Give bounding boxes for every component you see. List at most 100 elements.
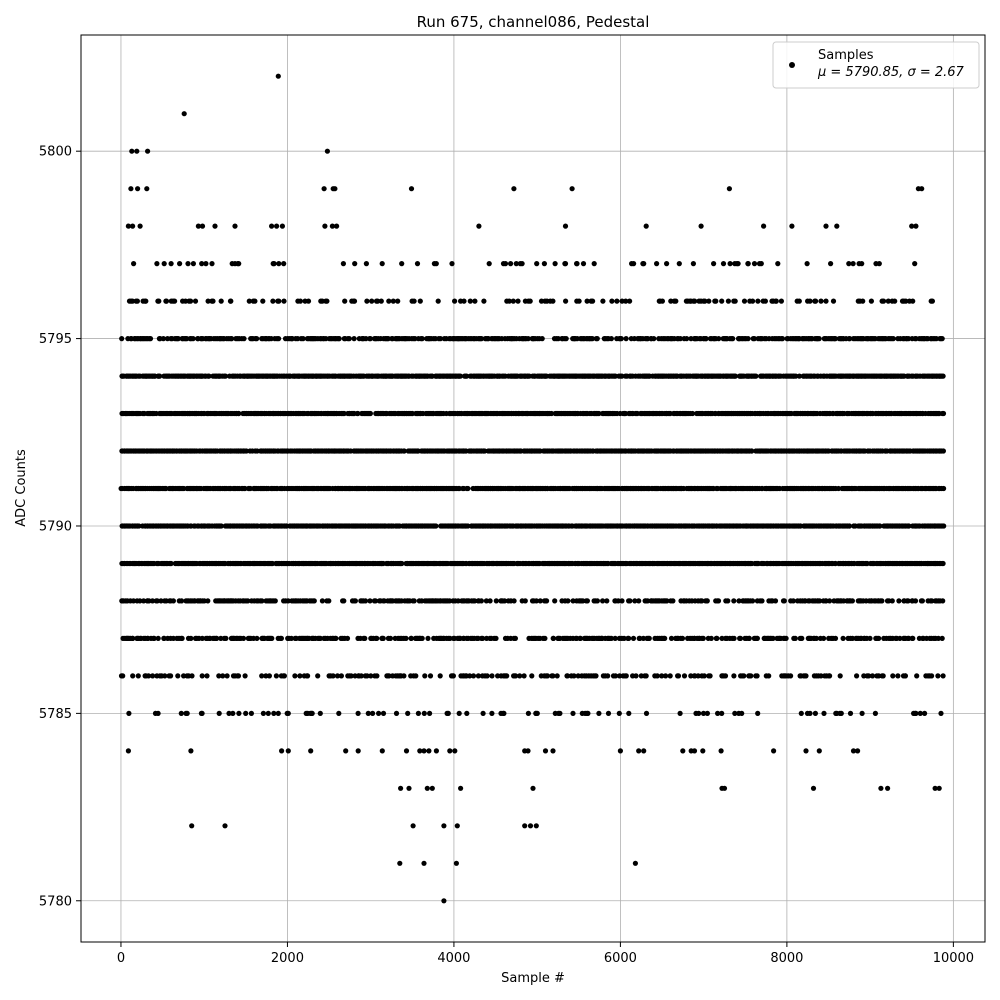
data-point	[493, 635, 499, 642]
data-point	[411, 298, 417, 304]
data-point	[940, 598, 946, 604]
data-point	[437, 336, 444, 342]
data-point	[143, 298, 149, 304]
data-point	[525, 336, 531, 342]
data-point	[750, 598, 756, 604]
data-point	[228, 298, 234, 304]
data-point	[464, 373, 470, 379]
data-point	[594, 336, 600, 342]
data-point	[881, 298, 887, 304]
data-point	[364, 298, 370, 304]
data-point	[512, 635, 519, 642]
data-point	[300, 336, 306, 342]
data-point	[281, 298, 287, 304]
data-point	[260, 298, 266, 304]
data-point	[478, 598, 484, 604]
data-point	[134, 298, 140, 304]
data-point	[461, 298, 467, 304]
data-point	[659, 298, 666, 304]
data-point	[276, 298, 282, 304]
data-point	[380, 635, 386, 642]
data-point	[941, 485, 947, 492]
data-point	[362, 635, 368, 642]
data-point	[940, 560, 946, 567]
data-point	[662, 635, 668, 642]
data-point	[772, 598, 779, 604]
data-point	[130, 673, 136, 679]
data-point	[188, 635, 194, 642]
data-point	[627, 598, 633, 604]
data-point	[481, 298, 487, 304]
data-point	[527, 298, 533, 304]
data-point	[627, 298, 633, 304]
data-point	[832, 635, 839, 642]
data-point	[906, 523, 912, 529]
data-point	[367, 336, 373, 342]
data-point	[846, 523, 853, 529]
data-point	[912, 598, 919, 604]
data-point	[614, 298, 620, 304]
data-point	[596, 410, 602, 417]
data-point	[792, 635, 798, 642]
data-point	[751, 336, 758, 342]
data-point	[630, 635, 637, 642]
data-point	[604, 598, 610, 604]
data-point	[759, 598, 765, 604]
data-point	[704, 598, 710, 604]
data-point	[311, 598, 317, 604]
data-point	[730, 336, 736, 342]
data-point	[342, 298, 348, 304]
data-point	[713, 298, 719, 304]
data-point	[867, 635, 873, 642]
data-point	[910, 298, 916, 304]
data-point	[754, 635, 761, 642]
data-point	[732, 373, 739, 379]
data-point	[120, 673, 126, 679]
data-point	[544, 598, 550, 604]
data-point	[879, 598, 885, 604]
data-point	[796, 373, 803, 379]
data-point	[467, 298, 473, 304]
data-point	[778, 298, 785, 304]
data-point	[472, 298, 478, 304]
data-point	[278, 635, 284, 642]
data-point	[223, 635, 229, 642]
data-point	[773, 298, 779, 304]
data-point	[548, 410, 555, 417]
data-point	[386, 298, 392, 304]
data-point	[919, 598, 926, 604]
data-point	[254, 336, 260, 342]
data-point	[254, 635, 260, 642]
data-point	[119, 336, 125, 342]
data-point	[563, 298, 569, 304]
data-point	[609, 298, 615, 304]
data-point	[731, 598, 737, 604]
data-point	[399, 560, 405, 567]
data-point	[272, 598, 278, 604]
data-point	[796, 298, 802, 304]
data-point	[542, 635, 548, 642]
data-point	[565, 598, 571, 604]
data-point	[793, 373, 799, 379]
data-point	[511, 598, 517, 604]
data-point	[753, 373, 759, 379]
data-point	[515, 298, 521, 304]
data-point	[576, 298, 582, 304]
data-point	[732, 298, 738, 304]
data-point	[482, 448, 488, 454]
data-point	[821, 635, 827, 642]
data-point	[333, 635, 339, 642]
data-point	[241, 336, 247, 342]
data-point	[487, 598, 493, 604]
data-point	[204, 673, 210, 679]
data-point	[156, 298, 162, 304]
data-point	[716, 336, 722, 342]
data-point	[188, 298, 194, 304]
data-point	[618, 336, 624, 342]
data-point	[725, 298, 732, 304]
data-point	[218, 523, 224, 529]
data-point	[218, 298, 224, 304]
data-point	[689, 410, 696, 417]
data-point	[940, 410, 947, 417]
data-point	[749, 448, 755, 454]
